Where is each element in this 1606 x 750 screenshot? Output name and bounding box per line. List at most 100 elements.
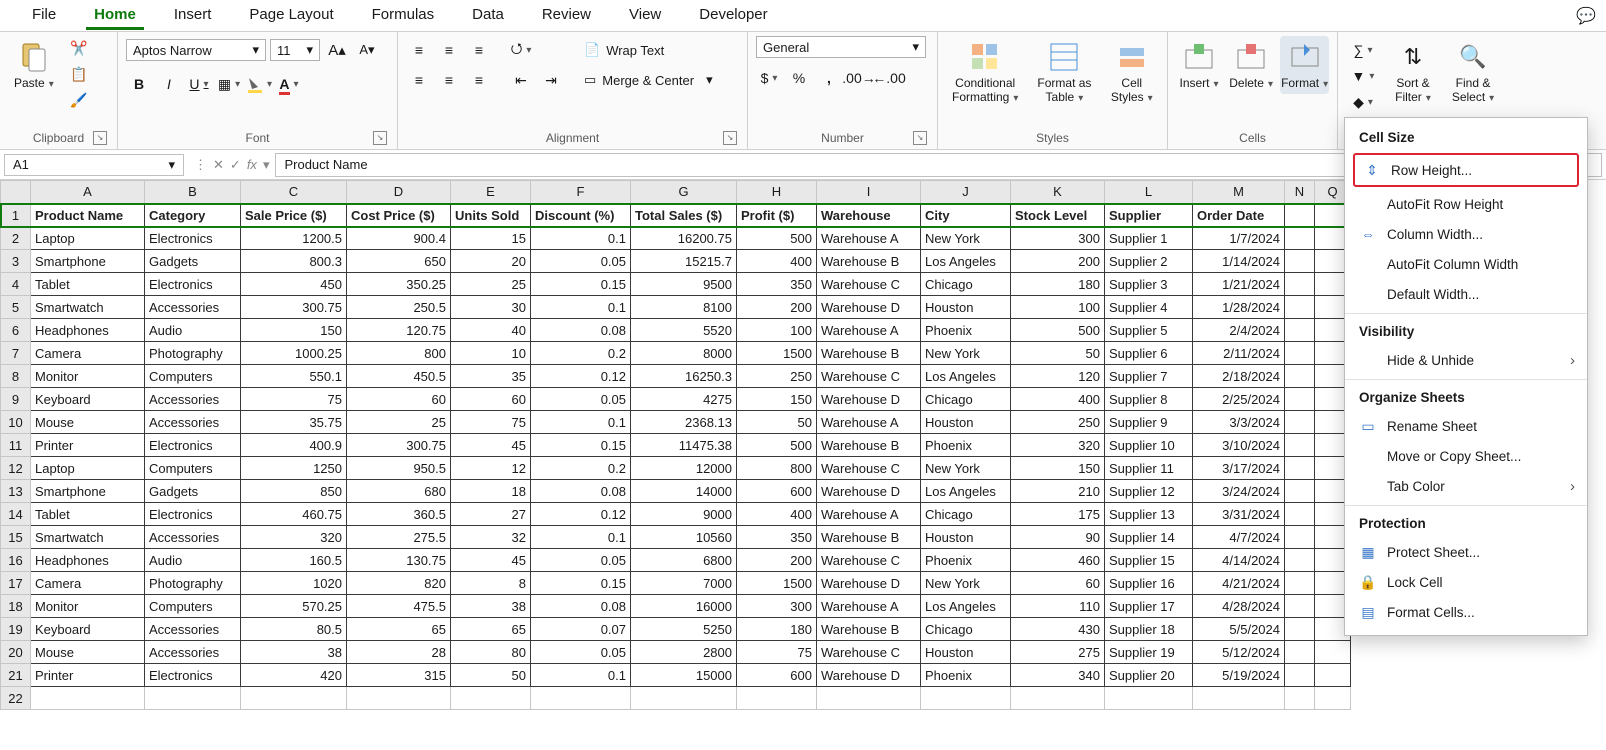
cell-H11[interactable]: 500 (737, 434, 817, 457)
cell-J5[interactable]: Houston (921, 296, 1011, 319)
column-header-E[interactable]: E (451, 181, 531, 204)
tab-page-layout[interactable]: Page Layout (231, 2, 351, 29)
decrease-decimal-button[interactable]: ←.00 (876, 66, 902, 90)
cell-D18[interactable]: 475.5 (347, 595, 451, 618)
cell-B16[interactable]: Audio (145, 549, 241, 572)
cell-E15[interactable]: 32 (451, 526, 531, 549)
tab-formulas[interactable]: Formulas (354, 2, 453, 29)
cell-B11[interactable]: Electronics (145, 434, 241, 457)
cell-G11[interactable]: 11475.38 (631, 434, 737, 457)
cell-M2[interactable]: 1/7/2024 (1193, 227, 1285, 250)
cell-G15[interactable]: 10560 (631, 526, 737, 549)
cell-J18[interactable]: Los Angeles (921, 595, 1011, 618)
cell-G8[interactable]: 16250.3 (631, 365, 737, 388)
cell-K4[interactable]: 180 (1011, 273, 1105, 296)
cell-I10[interactable]: Warehouse A (817, 411, 921, 434)
cell-E2[interactable]: 15 (451, 227, 531, 250)
cell-M8[interactable]: 2/18/2024 (1193, 365, 1285, 388)
italic-button[interactable]: I (156, 72, 182, 96)
cell-G1[interactable]: Total Sales ($) (631, 204, 737, 227)
cell-E22[interactable] (451, 687, 531, 710)
row-header-18[interactable]: 18 (1, 595, 31, 618)
format-as-table-button[interactable]: Format as Table (1030, 36, 1098, 108)
cell-A14[interactable]: Tablet (31, 503, 145, 526)
cell-K20[interactable]: 275 (1011, 641, 1105, 664)
cell-K21[interactable]: 340 (1011, 664, 1105, 687)
cell-H1[interactable]: Profit ($) (737, 204, 817, 227)
row-header-9[interactable]: 9 (1, 388, 31, 411)
cell-K18[interactable]: 110 (1011, 595, 1105, 618)
row-header-22[interactable]: 22 (1, 687, 31, 710)
cell-B12[interactable]: Computers (145, 457, 241, 480)
cell-F20[interactable]: 0.05 (531, 641, 631, 664)
cell-J16[interactable]: Phoenix (921, 549, 1011, 572)
cell-L22[interactable] (1105, 687, 1193, 710)
cell-F14[interactable]: 0.12 (531, 503, 631, 526)
row-header-3[interactable]: 3 (1, 250, 31, 273)
cell-F9[interactable]: 0.05 (531, 388, 631, 411)
row-header-8[interactable]: 8 (1, 365, 31, 388)
cell-I18[interactable]: Warehouse A (817, 595, 921, 618)
align-middle-icon[interactable]: ≡ (436, 38, 462, 62)
cell-I1[interactable]: Warehouse (817, 204, 921, 227)
cell-I7[interactable]: Warehouse B (817, 342, 921, 365)
menu-rename-sheet[interactable]: ▭ Rename Sheet (1345, 411, 1587, 441)
cell-N5[interactable] (1285, 296, 1315, 319)
cell-D22[interactable] (347, 687, 451, 710)
cell-N20[interactable] (1285, 641, 1315, 664)
cell-A6[interactable]: Headphones (31, 319, 145, 342)
decrease-font-icon[interactable]: A▾ (354, 38, 380, 62)
comments-icon[interactable]: 💬 (1576, 6, 1596, 26)
cell-E16[interactable]: 45 (451, 549, 531, 572)
cell-I21[interactable]: Warehouse D (817, 664, 921, 687)
cell-B6[interactable]: Audio (145, 319, 241, 342)
cell-C3[interactable]: 800.3 (241, 250, 347, 273)
cell-C8[interactable]: 550.1 (241, 365, 347, 388)
cell-G6[interactable]: 5520 (631, 319, 737, 342)
cell-B8[interactable]: Computers (145, 365, 241, 388)
cell-N19[interactable] (1285, 618, 1315, 641)
cell-I3[interactable]: Warehouse B (817, 250, 921, 273)
row-header-20[interactable]: 20 (1, 641, 31, 664)
cell-B22[interactable] (145, 687, 241, 710)
menu-tab-color[interactable]: Tab Color (1345, 471, 1587, 501)
menu-row-height[interactable]: ⇕ Row Height... (1353, 153, 1579, 187)
cell-D12[interactable]: 950.5 (347, 457, 451, 480)
row-header-4[interactable]: 4 (1, 273, 31, 296)
cell-H7[interactable]: 1500 (737, 342, 817, 365)
cell-H2[interactable]: 500 (737, 227, 817, 250)
cell-D14[interactable]: 360.5 (347, 503, 451, 526)
cell-C9[interactable]: 75 (241, 388, 347, 411)
menu-protect-sheet[interactable]: ▦ Protect Sheet... (1345, 537, 1587, 567)
fx-icon[interactable]: fx (247, 157, 257, 172)
cell-J22[interactable] (921, 687, 1011, 710)
cell-H17[interactable]: 1500 (737, 572, 817, 595)
cell-B14[interactable]: Electronics (145, 503, 241, 526)
cell-L12[interactable]: Supplier 11 (1105, 457, 1193, 480)
cell-M5[interactable]: 1/28/2024 (1193, 296, 1285, 319)
cell-L11[interactable]: Supplier 10 (1105, 434, 1193, 457)
cell-H20[interactable]: 75 (737, 641, 817, 664)
menu-lock-cell[interactable]: 🔒 Lock Cell (1345, 567, 1587, 597)
align-left-icon[interactable]: ≡ (406, 68, 432, 92)
formula-options-icon[interactable]: ⋮ (194, 157, 207, 173)
cell-B5[interactable]: Accessories (145, 296, 241, 319)
cell-I22[interactable] (817, 687, 921, 710)
cell-E14[interactable]: 27 (451, 503, 531, 526)
cell-L21[interactable]: Supplier 20 (1105, 664, 1193, 687)
font-launcher[interactable]: ↘ (373, 131, 387, 145)
cell-G13[interactable]: 14000 (631, 480, 737, 503)
tab-home[interactable]: Home (76, 2, 154, 29)
cell-C4[interactable]: 450 (241, 273, 347, 296)
cell-B17[interactable]: Photography (145, 572, 241, 595)
cell-J15[interactable]: Houston (921, 526, 1011, 549)
cell-I12[interactable]: Warehouse C (817, 457, 921, 480)
cell-M13[interactable]: 3/24/2024 (1193, 480, 1285, 503)
cell-N18[interactable] (1285, 595, 1315, 618)
cell-K22[interactable] (1011, 687, 1105, 710)
font-family-select[interactable]: Aptos Narrow▾ (126, 39, 266, 61)
cell-F17[interactable]: 0.15 (531, 572, 631, 595)
cell-C16[interactable]: 160.5 (241, 549, 347, 572)
cell-E19[interactable]: 65 (451, 618, 531, 641)
wrap-text-button[interactable]: 📄 Wrap Text (584, 36, 713, 64)
